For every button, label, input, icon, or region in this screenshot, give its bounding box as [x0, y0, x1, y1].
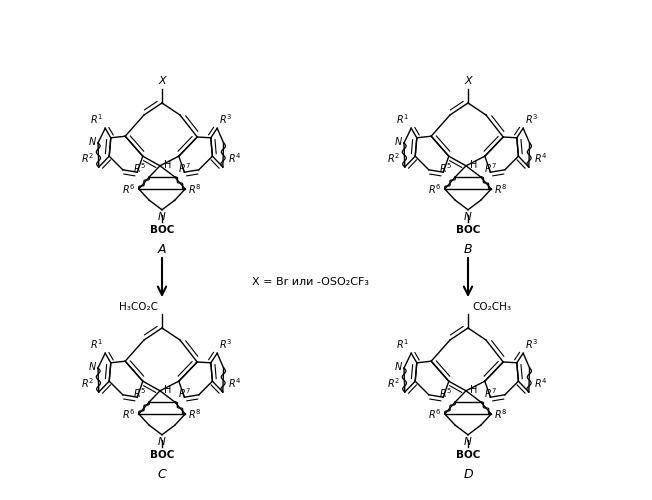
Text: $R^2$: $R^2$ — [81, 151, 94, 165]
Text: $R^6$: $R^6$ — [123, 182, 136, 196]
Text: BOC: BOC — [456, 225, 480, 235]
Text: $R^6$: $R^6$ — [428, 182, 442, 196]
Text: $R^5$: $R^5$ — [133, 386, 146, 400]
Text: $R^2$: $R^2$ — [81, 376, 94, 390]
Text: N: N — [89, 137, 96, 147]
Text: $R^3$: $R^3$ — [526, 112, 539, 126]
Text: CO₂CH₃: CO₂CH₃ — [472, 302, 511, 312]
Text: N: N — [464, 212, 472, 222]
Text: $R^8$: $R^8$ — [188, 182, 201, 196]
Text: BOC: BOC — [456, 450, 480, 460]
Text: D: D — [463, 468, 473, 481]
Text: X: X — [464, 76, 472, 86]
Text: $R^5$: $R^5$ — [133, 161, 146, 175]
Text: $R^8$: $R^8$ — [494, 407, 508, 421]
Text: N: N — [89, 362, 96, 372]
Text: N: N — [158, 437, 166, 447]
Text: $R^1$: $R^1$ — [90, 112, 103, 126]
Text: $R^7$: $R^7$ — [484, 386, 497, 400]
Text: $R^8$: $R^8$ — [494, 182, 508, 196]
Text: N: N — [394, 362, 402, 372]
Text: N: N — [394, 137, 402, 147]
Text: $R^2$: $R^2$ — [387, 376, 400, 390]
Text: $R^4$: $R^4$ — [228, 151, 241, 165]
Text: $R^1$: $R^1$ — [90, 338, 103, 351]
Text: $R^5$: $R^5$ — [439, 386, 452, 400]
Text: $R^4$: $R^4$ — [533, 376, 547, 390]
Text: BOC: BOC — [150, 450, 174, 460]
Text: $R^1$: $R^1$ — [396, 338, 409, 351]
Text: $R^3$: $R^3$ — [219, 338, 233, 351]
Text: $R^7$: $R^7$ — [484, 161, 497, 175]
Text: $R^4$: $R^4$ — [228, 376, 241, 390]
Text: H: H — [164, 160, 171, 170]
Text: $R^3$: $R^3$ — [219, 112, 233, 126]
Text: $R^7$: $R^7$ — [178, 161, 191, 175]
Text: H: H — [470, 385, 477, 395]
Text: $R^1$: $R^1$ — [396, 112, 409, 126]
Text: H₃CO₂C: H₃CO₂C — [119, 302, 158, 312]
Text: X: X — [158, 76, 166, 86]
Text: $R^3$: $R^3$ — [526, 338, 539, 351]
Text: $R^6$: $R^6$ — [428, 407, 442, 421]
Text: BOC: BOC — [150, 225, 174, 235]
Text: N: N — [464, 437, 472, 447]
Text: N: N — [158, 212, 166, 222]
Text: A: A — [158, 243, 166, 256]
Text: $R^2$: $R^2$ — [387, 151, 400, 165]
Text: C: C — [158, 468, 166, 481]
Text: $R^4$: $R^4$ — [533, 151, 547, 165]
Text: $R^5$: $R^5$ — [439, 161, 452, 175]
Text: $R^7$: $R^7$ — [178, 386, 191, 400]
Text: $R^6$: $R^6$ — [123, 407, 136, 421]
Text: H: H — [164, 385, 171, 395]
Text: B: B — [464, 243, 472, 256]
Text: $R^8$: $R^8$ — [188, 407, 201, 421]
Text: X = Br или -OSO₂CF₃: X = Br или -OSO₂CF₃ — [252, 277, 368, 287]
Text: H: H — [470, 160, 477, 170]
